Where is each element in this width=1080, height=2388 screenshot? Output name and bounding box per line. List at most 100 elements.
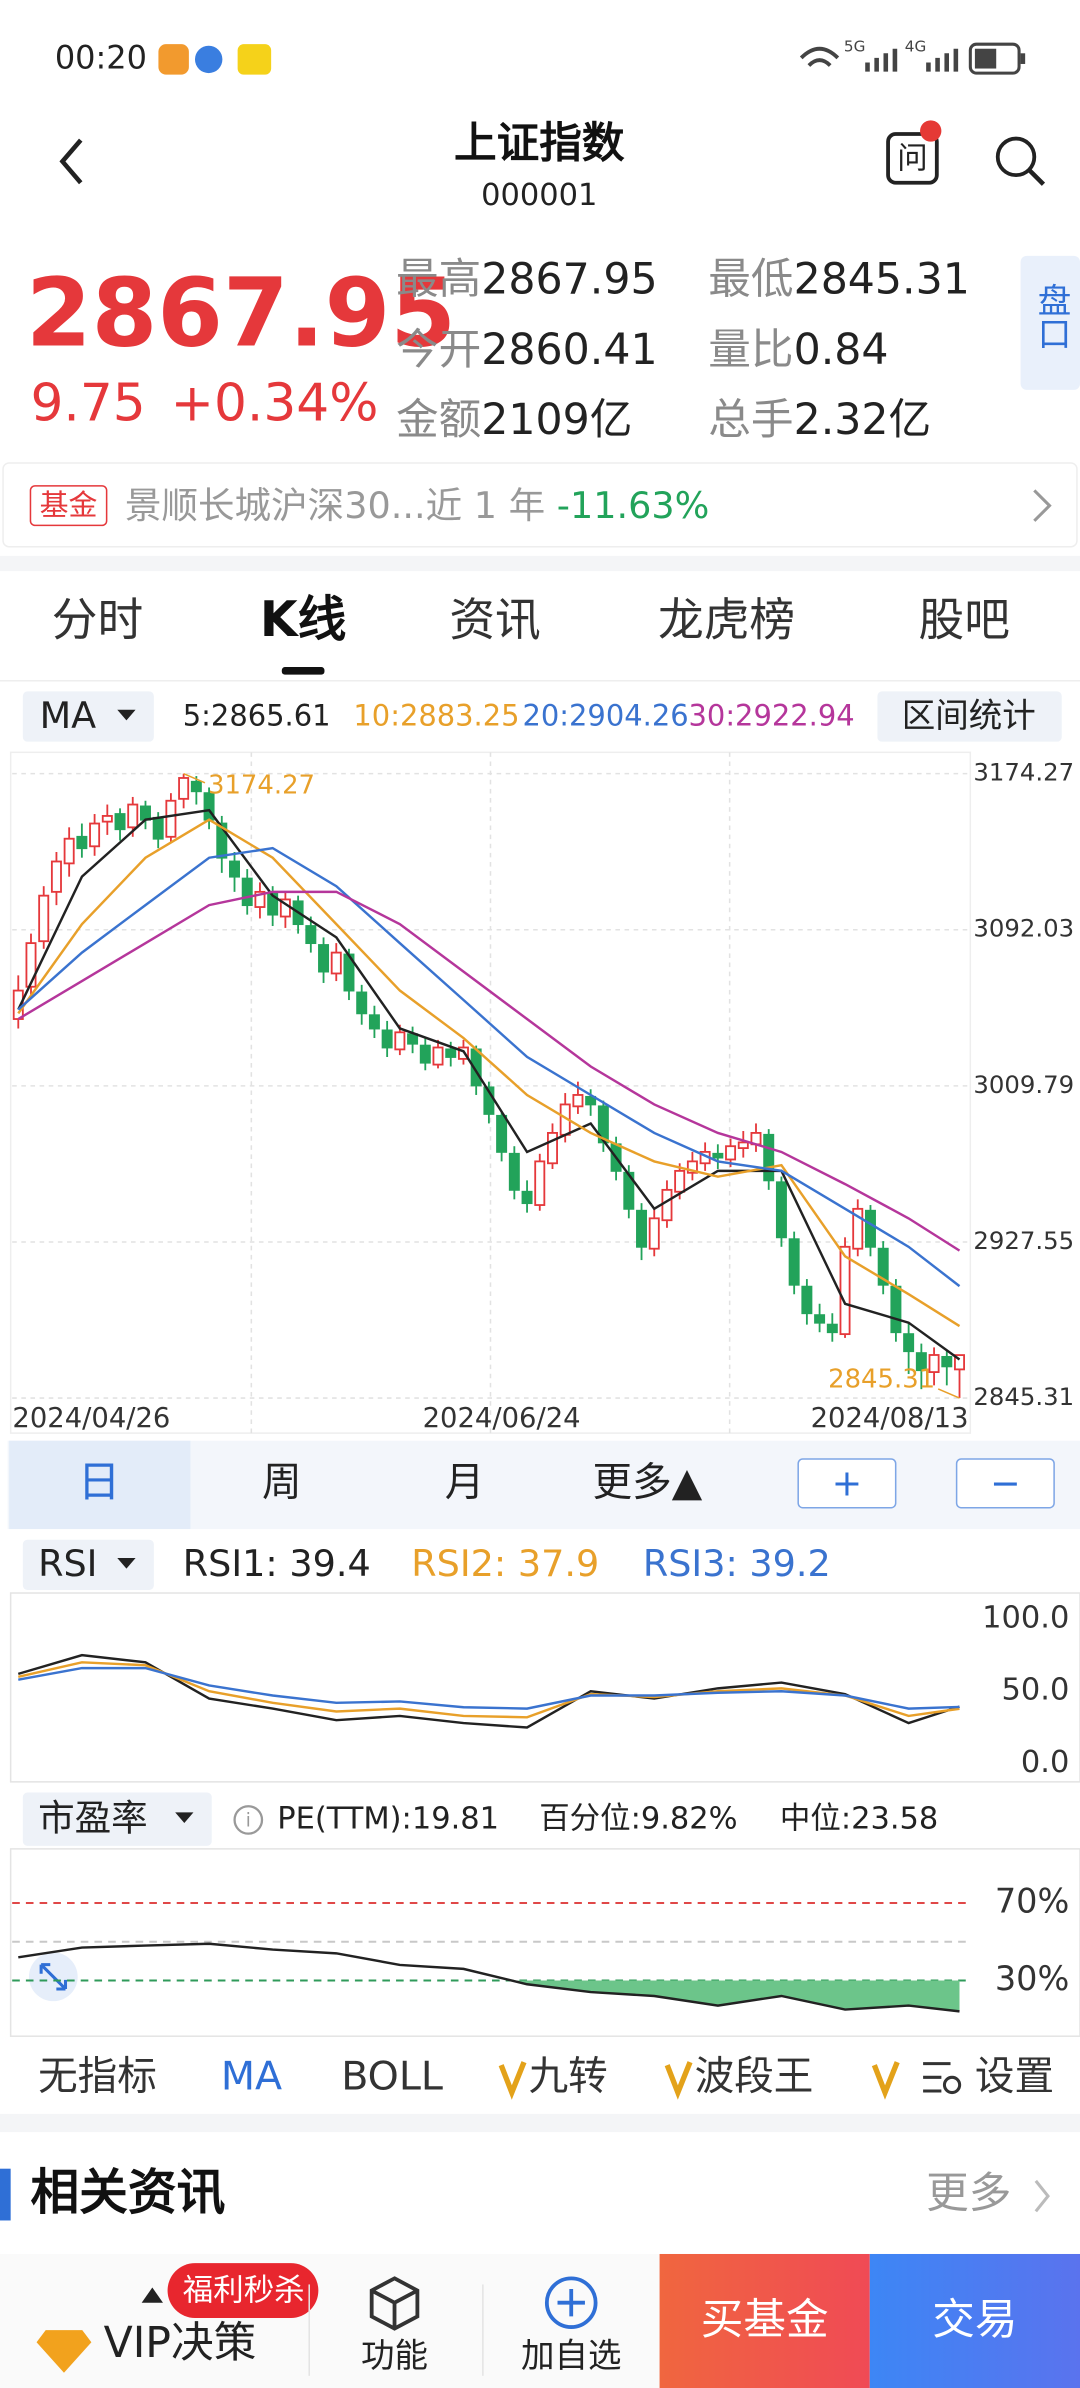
candle-body xyxy=(890,1285,902,1334)
range-button[interactable] xyxy=(877,691,1062,742)
fund-return: -11.63% xyxy=(557,484,710,527)
zoom-in-label: + xyxy=(832,1461,863,1504)
indicator-option-active[interactable]: MA xyxy=(221,2053,282,2099)
tab-active[interactable]: K线 xyxy=(260,592,346,648)
candle-body xyxy=(305,925,317,945)
stat: 今开2860.41 xyxy=(396,324,658,374)
tab[interactable]: 资讯 xyxy=(449,593,540,646)
stat-value: 2845.31 xyxy=(794,254,970,304)
pe-frame xyxy=(9,1848,1080,2037)
candle-body xyxy=(521,1190,533,1205)
candle-body xyxy=(114,813,126,831)
candle-body xyxy=(954,1354,965,1371)
network-label: 5G xyxy=(844,38,865,56)
y-tick-label: 2927.55 xyxy=(973,1226,1074,1255)
candle-body xyxy=(737,1141,749,1150)
extreme-pointer xyxy=(183,772,206,784)
indicator-option[interactable]: 九转 xyxy=(529,2053,608,2099)
indicator-settings[interactable]: 设置 xyxy=(975,2053,1054,2099)
vip-label[interactable]: VIP决策 xyxy=(104,2318,257,2368)
candle-body xyxy=(648,1217,660,1250)
function-label[interactable]: 功能 xyxy=(361,2336,428,2375)
x-tick-label: 2024/04/26 xyxy=(12,1403,170,1434)
stat-value: 0.84 xyxy=(794,324,889,374)
info-icon[interactable] xyxy=(233,1805,264,1835)
period[interactable]: 周 xyxy=(262,1459,302,1505)
tab[interactable]: 龙虎榜 xyxy=(658,593,795,646)
fund-banner[interactable] xyxy=(2,462,1078,548)
legend-item: 5:2865.61 xyxy=(183,698,331,732)
ask-button[interactable] xyxy=(886,132,939,185)
more-link[interactable]: 更多 xyxy=(926,2169,1011,2219)
candle-body xyxy=(941,1355,953,1368)
candle-body xyxy=(534,1160,546,1206)
series-line xyxy=(17,890,961,1252)
series-line xyxy=(17,1653,960,1729)
period[interactable]: 月 xyxy=(445,1459,485,1505)
candle-body xyxy=(394,1031,406,1051)
y-tick-label: 70% xyxy=(995,1882,1069,1921)
indicator-select[interactable] xyxy=(22,691,154,742)
stock-code: 000001 xyxy=(481,178,597,213)
candle-body xyxy=(63,837,75,865)
candle-body xyxy=(229,860,240,878)
candle-body xyxy=(661,1188,673,1222)
candle-body xyxy=(928,1354,940,1373)
series-line xyxy=(17,808,961,1361)
indicator-option[interactable]: 波段王 xyxy=(695,2053,814,2099)
add-label[interactable]: 加自选 xyxy=(521,2336,622,2375)
area-fill xyxy=(511,1980,960,2012)
badge-label: 福利秒杀 xyxy=(183,2274,305,2309)
candle-body xyxy=(165,799,177,838)
indicator-option[interactable]: BOLL xyxy=(341,2053,443,2099)
panel-button-label: 盘口 xyxy=(1032,283,1071,350)
wifi-icon xyxy=(799,46,840,67)
tab-indicator xyxy=(281,667,325,675)
trade-button[interactable] xyxy=(869,2253,1080,2388)
candle-body xyxy=(788,1238,800,1286)
buy-fund-label: 买基金 xyxy=(701,2295,829,2345)
buy-fund-button[interactable] xyxy=(659,2253,870,2388)
period[interactable]: 更多▲ xyxy=(593,1459,703,1505)
candle-body xyxy=(368,1014,380,1030)
candle-body xyxy=(330,951,342,975)
battery-tip xyxy=(1020,53,1026,64)
tab[interactable]: 分时 xyxy=(52,593,143,646)
legend-item: 30:2922.94 xyxy=(689,698,855,732)
candle-body xyxy=(76,835,88,850)
candle-body xyxy=(381,1029,393,1049)
app-icon xyxy=(194,45,223,74)
vip-badge xyxy=(664,2061,693,2100)
indicator-select[interactable] xyxy=(22,1539,154,1590)
zoom-in[interactable] xyxy=(797,1458,897,1509)
dropdown-arrow xyxy=(117,1557,136,1569)
battery-icon xyxy=(968,42,1021,75)
price: 2867.95 xyxy=(26,259,456,369)
candle-body xyxy=(801,1285,813,1315)
y-tick-label: 30% xyxy=(995,1959,1069,1998)
x-tick-label: 2024/08/13 xyxy=(811,1403,969,1434)
back-button[interactable] xyxy=(59,138,83,185)
function-icon xyxy=(369,2276,420,2331)
pe-percentile: 百分位:9.82% xyxy=(539,1801,737,1836)
stat-value: 2867.95 xyxy=(481,254,657,304)
candle-body xyxy=(585,1095,597,1106)
indicator-select[interactable] xyxy=(22,1792,212,1846)
candle-body xyxy=(89,822,101,848)
price-change: 9.75 xyxy=(30,374,145,434)
fund-text: 景顺长城沪深30...近 1 年 -11.63% xyxy=(125,484,709,527)
indicator-option[interactable]: 无指标 xyxy=(38,2053,157,2099)
stat-label: 今开 xyxy=(396,324,481,374)
period-active[interactable]: 日 xyxy=(78,1457,121,1507)
panel-button[interactable] xyxy=(1020,255,1080,390)
candle-body xyxy=(763,1133,775,1182)
signal-icon xyxy=(865,48,898,72)
y-tick-label: 50.0 xyxy=(1002,1673,1070,1708)
candle-body xyxy=(547,1132,558,1165)
tab[interactable]: 股吧 xyxy=(919,593,1010,646)
legend-item: RSI2: 37.9 xyxy=(411,1542,599,1585)
extreme-label: 3174.27 xyxy=(208,770,315,800)
search-button[interactable] xyxy=(995,136,1037,178)
stat: 总手2.32亿 xyxy=(708,394,931,444)
zoom-out[interactable] xyxy=(955,1458,1055,1509)
